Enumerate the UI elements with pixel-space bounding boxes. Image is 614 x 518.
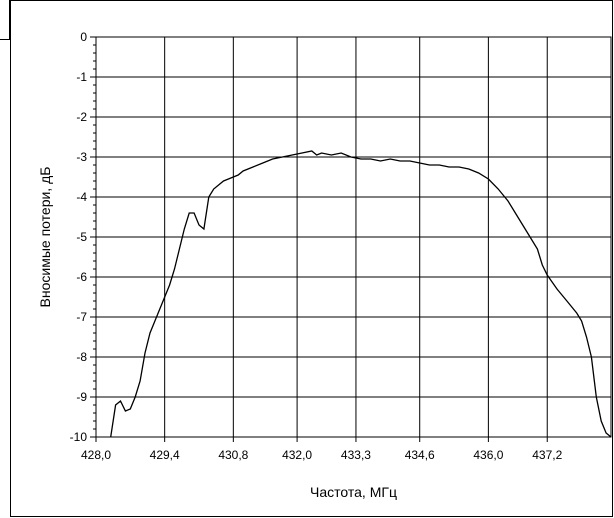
chart-frame bbox=[10, 0, 613, 517]
x-tick-label: 433,3 bbox=[341, 448, 371, 462]
x-tick-label: 429,4 bbox=[150, 448, 180, 462]
y-tick-label: -10 bbox=[70, 430, 88, 444]
x-tick-label: 434,6 bbox=[405, 448, 435, 462]
y-tick-label: -7 bbox=[76, 310, 87, 324]
minor-ticks bbox=[90, 36, 548, 442]
x-axis-title: Частота, МГц bbox=[310, 484, 397, 500]
y-tick-label: -1 bbox=[76, 70, 87, 84]
x-tick-label: 437,2 bbox=[532, 448, 562, 462]
y-tick-label: -2 bbox=[76, 110, 87, 124]
y-axis-title: Вносимые потери, дБ bbox=[37, 167, 53, 308]
y-tick-label: -5 bbox=[76, 230, 87, 244]
y-tick-label: -8 bbox=[76, 350, 87, 364]
y-tick-label: -6 bbox=[76, 270, 87, 284]
left-edge-panel bbox=[0, 0, 10, 40]
y-tick-label: 0 bbox=[80, 30, 87, 44]
x-tick-label: 430,8 bbox=[218, 448, 248, 462]
y-tick-label: -3 bbox=[76, 150, 87, 164]
plot-area bbox=[95, 36, 612, 438]
x-tick-label: 428,0 bbox=[81, 448, 111, 462]
x-tick-labels: 428,0 429,4 430,8 432,0 433,3 434,6 436,0 437,2 bbox=[81, 448, 563, 462]
x-tick-label: 436,0 bbox=[473, 448, 503, 462]
grid-lines bbox=[95, 36, 611, 438]
y-tick-labels: 0 -1 -2 -3 -4 -5 -6 -7 -8 -9 -10 bbox=[70, 30, 88, 444]
series-line-insertion-loss bbox=[110, 150, 612, 438]
y-tick-label: -4 bbox=[76, 190, 87, 204]
x-tick-label: 432,0 bbox=[282, 448, 312, 462]
y-tick-label: -9 bbox=[76, 390, 87, 404]
